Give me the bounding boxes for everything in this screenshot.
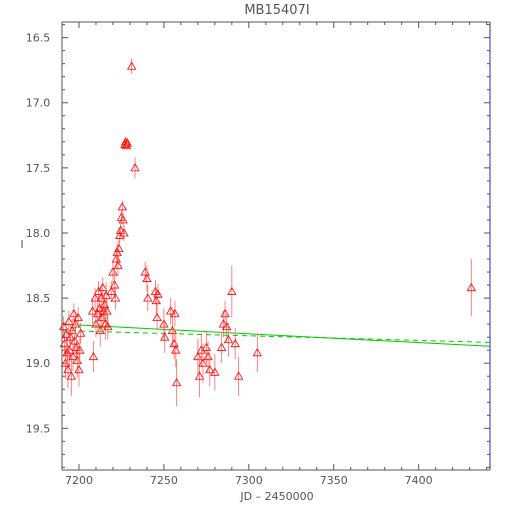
x-axis-title: JD – 2450000 <box>239 490 313 503</box>
x-tick-label: 7300 <box>235 474 263 487</box>
data-point <box>88 351 99 361</box>
data-point <box>64 316 74 325</box>
data-point <box>106 286 116 295</box>
data-point <box>73 312 83 322</box>
data-point <box>113 260 123 269</box>
data-point <box>87 306 98 315</box>
data-point <box>90 293 100 302</box>
data-point <box>210 367 220 376</box>
data-point <box>114 243 124 253</box>
y-tick-label: 19.0 <box>26 357 51 370</box>
data-point <box>216 342 227 351</box>
data-point <box>159 319 169 328</box>
data-point <box>108 267 118 276</box>
data-point <box>110 293 121 302</box>
data-point <box>252 347 263 357</box>
fit-line-solid <box>61 323 491 347</box>
data-point <box>130 163 140 172</box>
x-tick-label: 7400 <box>405 474 433 487</box>
data-point <box>223 334 234 344</box>
data-point <box>118 215 128 224</box>
data-point <box>230 338 240 348</box>
data-point <box>74 364 84 374</box>
data-point <box>103 321 113 331</box>
data-point <box>115 230 125 239</box>
data-point <box>98 282 108 292</box>
data-point <box>68 351 78 361</box>
data-point <box>171 345 181 354</box>
data-point <box>102 306 112 315</box>
data-point <box>227 286 237 295</box>
data-point <box>71 342 82 351</box>
x-axis-ticks: 7200 7250 7300 7350 7400 <box>61 22 488 487</box>
data-point <box>117 202 127 211</box>
data-point <box>194 371 205 380</box>
data-point <box>63 364 73 374</box>
data-point <box>115 225 126 234</box>
y-axis-ticks: 16.5 17.0 17.5 18.0 18.5 19.0 19.5 <box>26 24 490 468</box>
data-point <box>75 345 85 354</box>
y-tick-label: 17.5 <box>26 162 51 175</box>
data-point <box>101 290 111 299</box>
data-point <box>75 328 86 337</box>
data-point <box>122 138 133 147</box>
data-point <box>121 140 132 150</box>
fit-line-dashed <box>61 330 491 343</box>
data-point <box>171 377 182 387</box>
data-point <box>119 228 129 237</box>
data-point <box>160 332 170 341</box>
data-point <box>66 371 77 380</box>
y-tick-label: 16.5 <box>26 32 51 45</box>
data-point <box>126 61 137 70</box>
x-tick-label: 7200 <box>65 474 93 487</box>
data-point <box>61 329 71 338</box>
data-point <box>205 364 215 374</box>
data-point <box>70 319 81 328</box>
data-point <box>109 280 120 289</box>
plot-frame <box>61 21 491 471</box>
data-point <box>198 358 208 367</box>
y-tick-label: 19.5 <box>26 422 51 435</box>
fit-lines <box>61 323 491 347</box>
data-point <box>153 289 163 298</box>
y-axis-title: I <box>20 238 23 251</box>
y-tick-label: 17.0 <box>26 97 51 110</box>
data-point <box>142 273 152 282</box>
data-point <box>143 293 153 302</box>
data-point <box>64 345 75 354</box>
chart-title: MB15407I <box>244 3 309 18</box>
data-points <box>59 58 477 407</box>
data-point <box>67 325 77 335</box>
data-point <box>170 308 180 318</box>
data-point <box>93 286 104 295</box>
data-point <box>166 306 176 315</box>
data-point <box>62 347 72 357</box>
y-tick-label: 18.5 <box>26 292 51 305</box>
y-tick-label: 18.0 <box>26 227 51 240</box>
data-point <box>152 312 162 322</box>
data-point <box>59 321 69 331</box>
data-point <box>233 371 244 380</box>
data-point <box>466 282 477 292</box>
x-tick-label: 7250 <box>150 474 178 487</box>
x-tick-label: 7350 <box>320 474 348 487</box>
data-point <box>69 308 79 318</box>
